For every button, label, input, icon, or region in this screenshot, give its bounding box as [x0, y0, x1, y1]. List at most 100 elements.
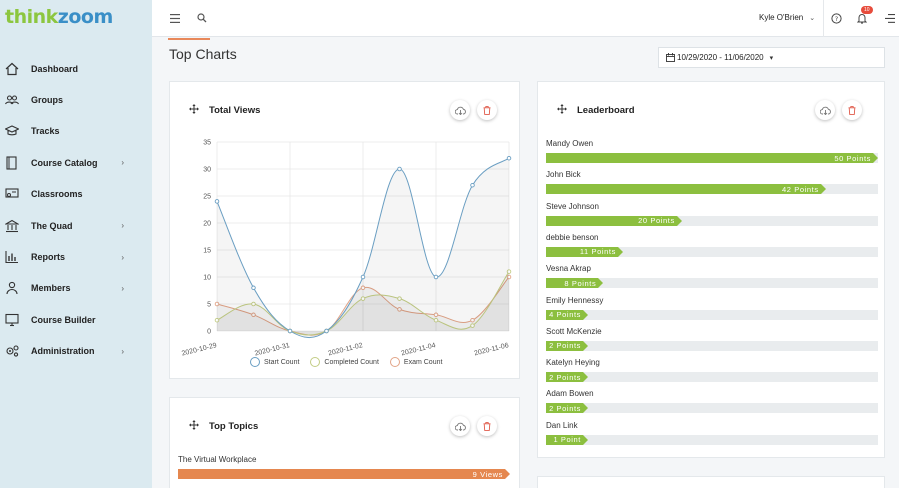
sidebar-item-members[interactable]: Members › — [0, 273, 152, 304]
data-point — [360, 296, 366, 301]
sidebar-item-course-catalog[interactable]: Course Catalog › — [0, 147, 152, 178]
building-icon — [5, 219, 19, 233]
download-button[interactable] — [450, 416, 470, 436]
sidebar-item-classrooms[interactable]: Classrooms — [0, 179, 152, 210]
date-range-picker[interactable]: 10/29/2020 - 11/06/2020 ▾ — [658, 47, 885, 68]
download-button[interactable] — [450, 100, 470, 120]
hamburger-menu-icon[interactable] — [168, 11, 182, 25]
sidebar-item-dashboard[interactable]: Dashboard — [0, 53, 152, 84]
data-point — [506, 155, 512, 161]
leaderboard-bar: 8 Points — [546, 278, 604, 289]
legend-item[interactable]: Start Count — [250, 357, 299, 367]
delete-button[interactable] — [477, 416, 497, 436]
sidebar-item-label: Dashboard — [31, 63, 79, 74]
trash-icon — [483, 421, 491, 431]
series-area — [217, 158, 509, 338]
sidebar-item-course-builder[interactable]: Course Builder — [0, 304, 152, 335]
leaderboard-name: Emily Hennessy — [546, 295, 604, 305]
help-icon[interactable]: ? — [829, 11, 843, 25]
notification-badge: 10 — [861, 6, 873, 14]
sidebar-item-administration[interactable]: Administration › — [0, 336, 152, 367]
data-point — [214, 301, 220, 307]
top-topics-card: Top Topics The Virtual Workplace 9 Views — [169, 397, 520, 488]
move-icon[interactable] — [189, 101, 199, 119]
delete-button[interactable] — [477, 100, 497, 120]
chevron-right-icon: › — [121, 283, 124, 293]
data-point — [214, 317, 220, 323]
thinkzoom-logo[interactable]: thinkzoom — [5, 6, 113, 28]
sidebar-item-the-quad[interactable]: The Quad › — [0, 210, 152, 241]
data-point — [470, 317, 475, 323]
data-point — [470, 182, 475, 188]
sidebar-item-reports[interactable]: Reports › — [0, 241, 152, 272]
leaderboard-row: Mandy Owen 50 Points — [546, 139, 878, 163]
topic-bar: 9 Views — [178, 469, 510, 479]
user-name: Kyle O'Brien — [759, 13, 804, 22]
chevron-right-icon: › — [121, 221, 124, 231]
data-point — [324, 328, 329, 334]
trash-icon — [848, 105, 856, 115]
y-tick-label: 0 — [207, 329, 211, 336]
graduation-cap-icon — [5, 124, 19, 138]
leaderboard-name: debbie benson — [546, 232, 599, 242]
leaderboard-bar: 50 Points — [546, 153, 878, 163]
leaderboard-row: Katelyn Heying 2 Points — [546, 358, 878, 383]
leaderboard-points: 20 Points — [638, 216, 675, 226]
download-button[interactable] — [815, 100, 835, 120]
y-tick-label: 15 — [203, 248, 211, 255]
move-icon[interactable] — [189, 417, 199, 435]
leaderboard-name: Steve Johnson — [546, 201, 599, 211]
total-views-chart: 0 5 10 15 20 25 30 35 2020-10-29 2020-10-31 2020-1… — [181, 140, 512, 358]
legend-item[interactable]: Exam Count — [389, 357, 442, 367]
cloud-download-icon — [454, 422, 466, 431]
y-tick-label: 5 — [207, 302, 211, 309]
chevron-down-icon: ⌄ — [809, 15, 816, 22]
bell-icon[interactable] — [855, 11, 869, 25]
leaderboard-points: 50 Points — [834, 153, 871, 163]
legend-item[interactable]: Completed Count — [310, 357, 379, 367]
delete-button[interactable] — [842, 100, 862, 120]
topic-views: 9 Views — [472, 469, 503, 479]
leaderboard-bar-track: 50 Points — [546, 153, 878, 163]
right-menu-icon[interactable] — [883, 11, 897, 25]
top-bar: Kyle O'Brien ⌄ ? 10 — [152, 0, 899, 37]
topic-name: The Virtual Workplace — [178, 455, 257, 464]
leaderboard-row: Emily Hennessy 4 Points — [546, 296, 878, 320]
leaderboard-name: Dan Link — [546, 420, 578, 430]
move-icon[interactable] — [557, 101, 567, 119]
leaderboard-row: Steve Johnson 20 Points — [546, 202, 878, 226]
trash-icon — [483, 105, 491, 115]
y-tick-label: 20 — [203, 221, 211, 228]
topic-row: The Virtual Workplace 9 Views — [178, 455, 510, 479]
sidebar-nav: Dashboard Groups Tracks Course Catalog › Clas… — [0, 53, 152, 367]
leaderboard-name: Scott McKenzie — [546, 326, 602, 336]
leaderboard-bar: 1 Point — [546, 434, 588, 445]
card-header: Total Views — [189, 101, 260, 119]
leaderboard-bar-track: 2 Points — [546, 403, 878, 414]
total-views-card: Total Views 0 5 10 15 20 25 30 35 2020-10-29 2020… — [169, 81, 520, 379]
sidebar-item-label: The Quad — [31, 220, 73, 231]
user-menu[interactable]: Kyle O'Brien ⌄ — [759, 13, 815, 22]
leaderboard-bar: 2 Points — [546, 372, 588, 383]
leaderboard-row: Dan Link 1 Point — [546, 421, 878, 445]
leaderboard-bar: 4 Points — [546, 309, 588, 320]
sidebar-item-groups[interactable]: Groups — [0, 84, 152, 115]
leaderboard-points: 1 Point — [553, 435, 581, 445]
page-title-accent — [168, 38, 210, 40]
data-point — [397, 307, 402, 312]
sidebar-item-tracks[interactable]: Tracks — [0, 116, 152, 147]
leaderboard-bar: 2 Points — [546, 403, 588, 414]
bar-chart-icon — [5, 250, 19, 264]
sidebar-item-label: Members — [31, 283, 71, 294]
data-point — [433, 317, 439, 323]
legend-swatch — [389, 357, 400, 367]
data-point — [214, 199, 220, 204]
search-icon[interactable] — [195, 11, 209, 25]
y-tick-label: 35 — [203, 140, 211, 147]
legend-label: Completed Count — [324, 358, 379, 366]
data-point — [360, 285, 366, 291]
data-point — [433, 312, 439, 318]
leaderboard-row: Adam Bowen 2 Points — [546, 389, 878, 414]
x-tick-label: 2020-10-29 — [181, 342, 218, 357]
chevron-right-icon: › — [121, 158, 124, 168]
